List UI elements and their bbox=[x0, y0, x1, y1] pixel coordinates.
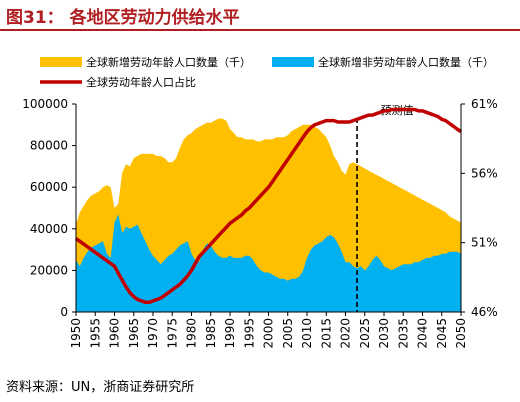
legend: 全球新增劳动年龄人口数量（千） 全球新增非劳动年龄人口数量（千） 全球劳动年龄人… bbox=[40, 55, 494, 89]
y-left-tick-label: 40000 bbox=[30, 222, 68, 236]
legend-swatch-nonlabor bbox=[272, 57, 314, 67]
legend-label-nonlabor: 全球新增非劳动年龄人口数量（千） bbox=[318, 55, 494, 69]
y-right-tick-label: 46% bbox=[471, 305, 498, 319]
x-tick-label: 1955 bbox=[88, 318, 102, 349]
x-tick-label: 1985 bbox=[204, 318, 218, 349]
x-tick-label: 2040 bbox=[416, 318, 430, 349]
y-left-tick-label: 80000 bbox=[30, 139, 68, 153]
figure-title: 图31： 各地区劳动力供给水平 bbox=[6, 8, 240, 28]
plot-area: 预测值 bbox=[74, 104, 462, 312]
x-tick-label: 2030 bbox=[377, 318, 391, 349]
series-line-share bbox=[74, 107, 462, 305]
legend-swatch-labor bbox=[40, 57, 82, 67]
y-right-tick-label: 51% bbox=[471, 236, 498, 250]
x-tick-label: 2005 bbox=[281, 318, 295, 349]
x-tick-label: 1960 bbox=[108, 318, 122, 349]
x-tick-label: 1980 bbox=[185, 318, 199, 349]
x-tick-label: 2045 bbox=[435, 318, 449, 349]
title-underline bbox=[0, 29, 520, 31]
x-tick-label: 2020 bbox=[339, 318, 353, 349]
x-tick-label: 2025 bbox=[358, 318, 372, 349]
y-left-tick-label: 20000 bbox=[30, 263, 68, 277]
legend-label-share: 全球劳动年龄人口占比 bbox=[86, 75, 196, 89]
series-area-nonlabor bbox=[76, 214, 461, 312]
x-tick-label: 1990 bbox=[223, 318, 237, 349]
x-tick-label: 2050 bbox=[454, 318, 468, 349]
y-left-tick-label: 100000 bbox=[22, 97, 68, 111]
source-note: 资料来源：UN，浙商证券研究所 bbox=[6, 380, 195, 395]
x-tick-label: 1995 bbox=[242, 318, 256, 349]
x-tick-label: 2015 bbox=[319, 318, 333, 349]
axes: 0 20000 40000 60000 80000 100000 46% 51% 56% 61% 1… bbox=[22, 97, 497, 349]
title-bar: 图31： 各地区劳动力供给水平 bbox=[0, 0, 520, 31]
y-left-tick-label: 0 bbox=[60, 305, 68, 319]
y-right-tick-label: 61% bbox=[471, 97, 498, 111]
x-tick-label: 2000 bbox=[262, 318, 276, 349]
legend-label-labor: 全球新增劳动年龄人口数量（千） bbox=[86, 55, 251, 69]
x-tick-label: 1975 bbox=[165, 318, 179, 349]
x-tick-label: 1965 bbox=[127, 318, 141, 349]
chart: 全球新增劳动年龄人口数量（千） 全球新增非劳动年龄人口数量（千） 全球劳动年龄人… bbox=[22, 55, 497, 349]
y-left-tick-label: 60000 bbox=[30, 180, 68, 194]
y-right-tick-label: 56% bbox=[471, 166, 498, 180]
x-tick-label: 2010 bbox=[300, 318, 314, 349]
x-tick-label: 1950 bbox=[69, 318, 83, 349]
x-tick-label: 2035 bbox=[396, 318, 410, 349]
x-tick-label: 1970 bbox=[146, 318, 160, 349]
